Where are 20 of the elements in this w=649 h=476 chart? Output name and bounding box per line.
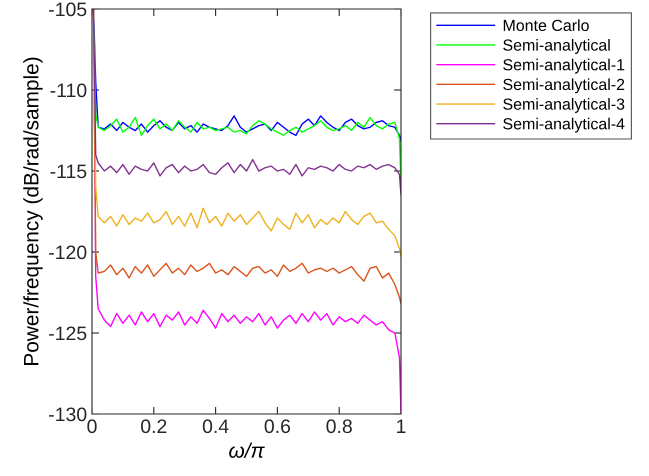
x-tick-label: 0.4 [202,419,229,434]
y-tick-label: -125 [49,326,86,340]
x-tick-label: 0.2 [141,419,166,434]
y-tick-label: -110 [50,83,86,98]
legend-label: Semi-analytical-4 [503,118,625,133]
x-tick-label: 1 [397,420,406,433]
y-tick-label: -130 [49,407,86,422]
legend-label: Monte Carlo [504,19,589,32]
y-axis-title: Power/frequency (dB/rad/sample) [23,58,43,365]
y-tick-label: -105 [49,2,86,16]
legend-label: Semi-analytical-2 [503,78,624,94]
x-tick-label: 0.6 [264,419,290,434]
x-tick-label: 0 [87,419,97,434]
legend-label: Semi-analytical-1 [503,58,624,74]
x-axis-title: ω/π [229,442,265,458]
x-tick-label: 0.8 [326,419,352,434]
y-tick-label: -115 [50,164,86,178]
legend-label: Semi-analytical [503,39,610,54]
y-tick-label: -120 [49,245,86,260]
legend-label: Semi-analytical-3 [503,98,624,113]
